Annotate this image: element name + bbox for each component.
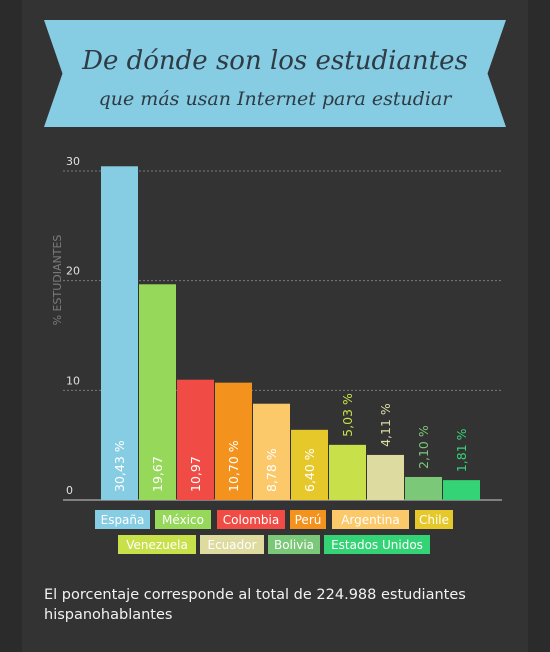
legend-label: Colombia xyxy=(223,513,279,527)
bar-value-label: 30,43 % xyxy=(112,440,127,492)
bar xyxy=(177,379,214,500)
y-tick-label: 30 xyxy=(66,155,80,168)
bar xyxy=(291,429,328,500)
legend-label: Argentina xyxy=(341,513,400,527)
legend-swatch xyxy=(268,535,320,554)
bar xyxy=(139,284,176,500)
legend-label: Chile xyxy=(419,513,449,527)
bar-value-label: 19,67 xyxy=(150,456,165,492)
bar-value-label: 2,10 % xyxy=(416,425,431,469)
y-tick-label: 10 xyxy=(66,374,80,387)
bar xyxy=(367,454,404,500)
y-axis-label: % ESTUDIANTES xyxy=(51,235,64,326)
title-banner: De dónde son los estudiantes que más usa… xyxy=(44,20,506,127)
bar xyxy=(253,403,290,500)
bar xyxy=(329,444,366,500)
bar-value-label: 5,03 % xyxy=(340,393,355,437)
bar-value-label: 10,97 xyxy=(188,456,203,492)
legend-swatch xyxy=(200,535,264,554)
legend-label: Estados Unidos xyxy=(331,538,423,552)
legend-swatch xyxy=(217,510,285,529)
legend-label: Perú xyxy=(295,513,322,527)
legend-swatch xyxy=(118,535,196,554)
legend-swatch xyxy=(415,510,453,529)
legend-label: Bolivia xyxy=(274,538,314,552)
legend-swatch xyxy=(95,510,150,529)
legend-swatch xyxy=(332,510,409,529)
legend-label: España xyxy=(101,513,145,527)
footnote: El porcentaje corresponde al total de 22… xyxy=(44,587,466,623)
bar xyxy=(101,166,138,500)
bar-value-label: 8,78 % xyxy=(264,448,279,492)
bar xyxy=(215,382,252,500)
y-tick-label: 0 xyxy=(66,484,73,497)
legend-swatch xyxy=(290,510,326,529)
bar-value-label: 6,40 % xyxy=(302,448,317,492)
bar-value-label: 4,11 % xyxy=(378,403,393,447)
legend-label: Ecuador xyxy=(207,538,256,552)
bar xyxy=(443,480,480,500)
legend-label: Venezuela xyxy=(126,538,188,552)
bar-value-label: 1,81 % xyxy=(454,428,469,472)
y-tick-label: 20 xyxy=(66,265,80,278)
bar xyxy=(405,476,442,500)
legend-swatch xyxy=(324,535,430,554)
legend-swatch xyxy=(155,510,211,529)
chart-title: De dónde son los estudiantes xyxy=(82,46,468,76)
bar-value-label: 10,70 % xyxy=(226,440,241,492)
chart-subtitle: que más usan Internet para estudiar xyxy=(98,88,452,110)
legend-label: México xyxy=(162,513,204,527)
